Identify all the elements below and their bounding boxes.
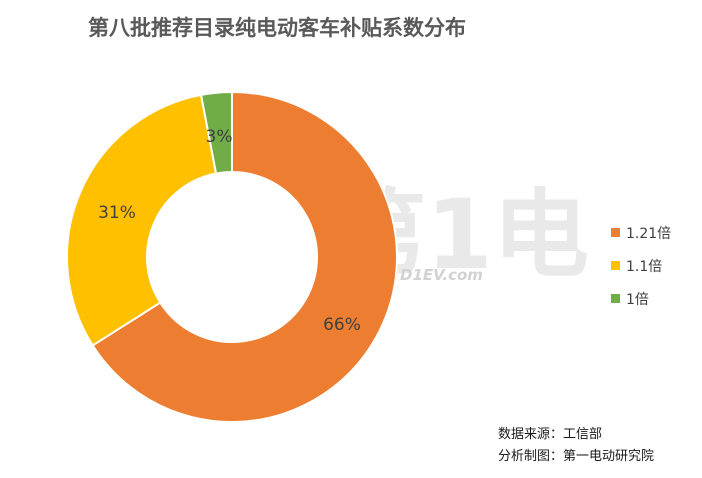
made-by: 分析制图：第一电动研究院 xyxy=(498,449,655,464)
legend-label: 1.21倍 xyxy=(626,225,672,242)
legend-swatch xyxy=(611,294,620,303)
chart-legend: 1.21倍 1.1倍 1倍 xyxy=(611,216,671,315)
watermark-url: D1EV.com xyxy=(400,266,483,284)
legend-swatch xyxy=(611,228,620,237)
slice-label: 66% xyxy=(323,315,361,335)
chart-title: 第八批推荐目录纯电动客车补贴系数分布 xyxy=(88,16,466,40)
donut-slice xyxy=(91,90,398,423)
slice-label: 3% xyxy=(206,127,233,147)
donut-slice xyxy=(199,90,233,175)
legend-item: 1倍 xyxy=(611,282,671,315)
data-source: 数据来源：工信部 xyxy=(498,427,603,442)
legend-label: 1倍 xyxy=(626,291,649,308)
legend-item: 1.1倍 xyxy=(611,249,671,282)
source-note: 数据来源：工信部 分析制图：第一电动研究院 xyxy=(498,424,654,468)
legend-item: 1.21倍 xyxy=(611,216,671,249)
slice-label: 31% xyxy=(98,203,136,223)
donut-slice xyxy=(66,93,218,347)
legend-label: 1.1倍 xyxy=(626,258,663,275)
legend-swatch xyxy=(611,261,620,270)
